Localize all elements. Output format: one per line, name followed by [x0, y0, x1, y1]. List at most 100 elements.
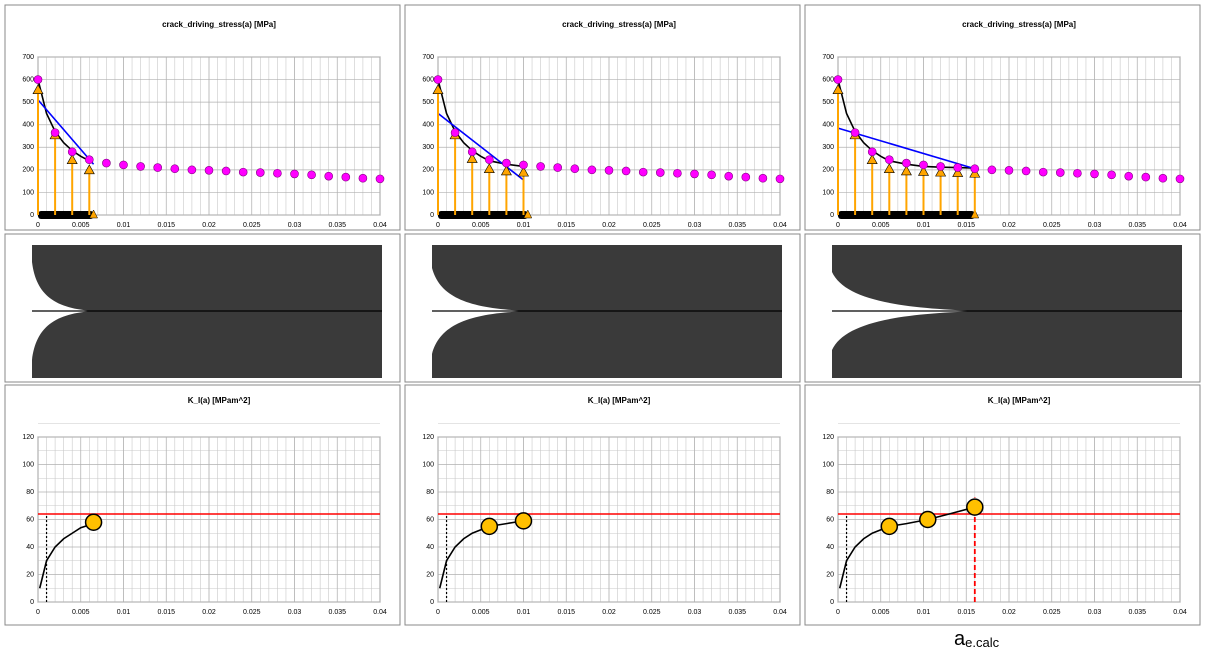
series-line	[838, 506, 976, 589]
x-tick-label: 0	[836, 609, 840, 616]
annotation-main: a	[954, 628, 966, 650]
x-tick-label: 0.02	[602, 222, 616, 229]
series-line	[437, 112, 524, 181]
x-tick-label: 0.025	[243, 609, 261, 616]
circle-point	[67, 147, 77, 157]
y-tick-label: 100	[822, 461, 834, 468]
circle-point	[987, 165, 997, 175]
x-tick-label: 0.005	[872, 222, 890, 229]
y-tick-label: 120	[22, 434, 34, 441]
circle-point	[221, 166, 231, 176]
series-line	[37, 79, 90, 162]
y-tick-label: 300	[22, 144, 34, 151]
x-tick-label: 0.005	[472, 609, 490, 616]
x-tick-label: 0.01	[117, 609, 131, 616]
y-tick-label: 60	[426, 516, 434, 523]
circle-point	[936, 162, 945, 171]
chart-title: K_I(a) [MPam^2]	[988, 396, 1051, 405]
y-tick-label: 400	[422, 122, 434, 129]
y-tick-label: 200	[422, 167, 434, 174]
circle-point	[238, 167, 248, 177]
x-tick-label: 0.03	[288, 609, 302, 616]
circle-point	[375, 174, 385, 184]
circle-point	[1107, 170, 1116, 180]
y-tick-label: 20	[826, 571, 834, 578]
triangle-point	[83, 164, 95, 175]
circle-point	[1004, 166, 1014, 175]
circle-point	[690, 169, 699, 179]
circle-point	[1056, 168, 1065, 177]
circle-point	[884, 155, 894, 164]
circle-point	[450, 128, 460, 137]
circle-point	[621, 166, 631, 176]
x-tick-label: 0.015	[557, 222, 575, 229]
x-tick-label: 0.01	[117, 222, 131, 229]
circle-point	[187, 165, 197, 175]
x-tick-label: 0.035	[328, 609, 346, 616]
circle-point	[850, 128, 860, 137]
annotation: ae.calc	[954, 628, 1000, 650]
circle-point	[1073, 168, 1082, 178]
circle-point	[358, 173, 368, 183]
circle-point	[84, 513, 103, 531]
circle-point	[433, 75, 443, 84]
triangle-point	[952, 166, 964, 177]
y-tick-label: 700	[822, 54, 834, 61]
y-tick-label: 500	[22, 99, 34, 106]
x-tick-label: 0.01	[917, 609, 931, 616]
x-tick-label: 0.03	[688, 222, 702, 229]
y-tick-label: 100	[422, 189, 434, 196]
circle-point	[953, 163, 963, 172]
x-tick-label: 0.02	[202, 222, 216, 229]
x-tick-label: 0	[36, 609, 40, 616]
x-tick-label: 0.025	[643, 222, 661, 229]
y-tick-label: 20	[426, 571, 434, 578]
series-line	[438, 520, 524, 589]
triangle-point	[500, 165, 512, 176]
circle-point	[707, 170, 716, 180]
chart-title: crack_driving_stress(a) [MPa]	[162, 20, 276, 29]
y-tick-label: 80	[26, 489, 34, 496]
circle-point	[136, 162, 145, 171]
x-tick-label: 0.035	[728, 222, 746, 229]
x-tick-label: 0.015	[157, 222, 175, 229]
crack-profile	[32, 245, 382, 378]
circle-point	[102, 158, 111, 168]
x-tick-label: 0.02	[202, 609, 216, 616]
circle-point	[919, 160, 928, 170]
x-tick-label: 0.035	[728, 609, 746, 616]
x-tick-label: 0.005	[72, 222, 90, 229]
y-tick-label: 500	[822, 99, 834, 106]
y-tick-label: 200	[822, 167, 834, 174]
triangle-point	[935, 166, 947, 177]
y-tick-label: 300	[422, 144, 434, 151]
circle-point	[1124, 171, 1133, 181]
x-tick-label: 0.01	[517, 609, 531, 616]
circle-point	[966, 498, 984, 516]
circle-point	[307, 170, 316, 180]
x-tick-label: 0.02	[1002, 222, 1016, 229]
y-tick-label: 100	[422, 461, 434, 468]
crack-bar	[38, 211, 94, 219]
x-tick-label: 0.02	[1002, 609, 1016, 616]
x-tick-label: 0.005	[72, 609, 90, 616]
chart-title: K_I(a) [MPam^2]	[188, 396, 251, 405]
x-tick-label: 0.04	[773, 609, 787, 616]
series-line	[837, 127, 976, 170]
triangle-point	[917, 165, 930, 176]
circle-point	[970, 164, 980, 174]
x-tick-label: 0.035	[1128, 222, 1146, 229]
circle-point	[724, 171, 734, 181]
y-tick-label: 0	[830, 599, 834, 606]
y-tick-label: 0	[30, 212, 34, 219]
triangle-point	[832, 84, 844, 95]
circle-point	[290, 169, 299, 179]
y-tick-label: 0	[830, 212, 834, 219]
y-tick-label: 40	[26, 544, 34, 551]
triangle-point	[32, 84, 44, 95]
y-tick-label: 60	[26, 516, 34, 523]
x-tick-label: 0.03	[688, 609, 702, 616]
circle-point	[170, 164, 180, 174]
circle-point	[33, 75, 43, 84]
